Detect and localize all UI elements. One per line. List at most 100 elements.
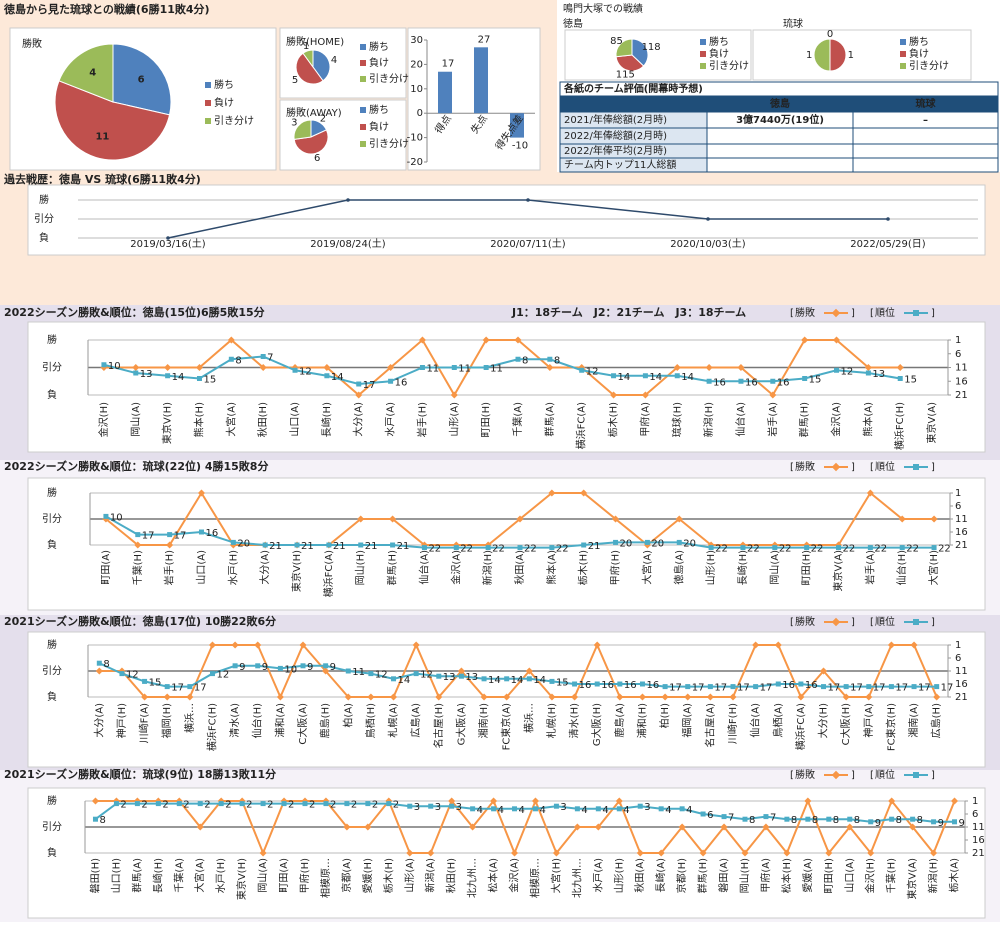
point — [593, 641, 601, 649]
data-label: 85 — [610, 36, 623, 47]
legend-bracket: ] — [931, 770, 935, 781]
x-tick-label: 横浜FC(A) — [575, 402, 588, 449]
heading: 徳島から見た琉球との戦績(6勝11敗4分) — [3, 2, 210, 16]
data-label: 1 — [303, 41, 309, 52]
data-label: 2 — [372, 800, 378, 811]
point — [133, 370, 139, 376]
data-label: 115 — [616, 70, 635, 81]
point — [684, 693, 692, 701]
point — [196, 376, 202, 381]
point — [389, 693, 398, 701]
x-tick-label: 大宮(H) — [549, 858, 562, 893]
point — [706, 378, 712, 384]
panel — [752, 29, 972, 81]
point — [679, 806, 685, 812]
point — [888, 684, 894, 690]
x-tick-label: 岩手(A) — [863, 550, 876, 585]
y-tick-label: 勝 — [47, 486, 57, 499]
pie-slice — [615, 54, 645, 72]
y-tick-label: 勝 — [39, 193, 49, 206]
data-label: 4 — [477, 805, 483, 816]
point — [950, 797, 959, 805]
series-line — [99, 642, 938, 700]
x-tick-label: 秋田(A) — [633, 858, 646, 893]
x-tick-label: 熊本(A) — [545, 550, 558, 585]
data-label: 7 — [770, 813, 776, 824]
data-label: 16 — [646, 680, 659, 691]
data-label: 4 — [686, 805, 692, 816]
legend-swatch — [360, 124, 366, 130]
legend-swatch — [360, 141, 366, 147]
point — [819, 667, 828, 675]
pie-slice — [58, 43, 114, 103]
x-tick-label: 群馬(A) — [130, 858, 143, 893]
data-label: 7 — [728, 813, 734, 824]
table-cell — [852, 157, 999, 173]
pie-slice — [615, 38, 633, 58]
point — [930, 849, 938, 857]
data-label: 3 — [291, 118, 297, 129]
legend-bracket: [ — [790, 308, 794, 319]
y2-tick-label: 11 — [955, 514, 968, 525]
x-tick-label: 水戸(H) — [227, 550, 239, 585]
y-tick-label: 負 — [39, 232, 49, 244]
x-tick-label: 甲府(H) — [298, 858, 311, 893]
x-tick-label: 鳥栖(A) — [771, 703, 784, 738]
x-tick-label: 大分(A) — [92, 703, 105, 738]
x-tick-label: 甲府(H) — [609, 550, 622, 585]
y2-tick-label: 16 — [972, 835, 985, 846]
data-label: 15 — [149, 677, 162, 688]
data-label: 16 — [395, 377, 408, 388]
point — [594, 681, 600, 687]
legend-bracket: ] — [851, 770, 855, 781]
point — [549, 545, 555, 551]
point — [804, 797, 812, 805]
data-label: 22 — [715, 544, 728, 555]
data-label: 21 — [365, 541, 378, 552]
point — [512, 806, 518, 812]
point — [637, 803, 643, 809]
x-tick-label: 秋田(A) — [513, 550, 526, 585]
x-tick-label: 千葉(A) — [511, 402, 524, 437]
x-tick-label: 栃木(H) — [382, 858, 395, 893]
point — [453, 545, 459, 551]
x-tick-label: 秋田(H) — [256, 402, 269, 437]
table-cell-text: 2022/年俸総額(2月時) — [564, 129, 667, 142]
x-tick-label: 北九州… — [571, 858, 583, 898]
legend-bracket: ] — [931, 617, 935, 628]
data-label: 20 — [237, 538, 250, 549]
data-label: 14 — [488, 675, 501, 686]
point — [783, 849, 791, 857]
x-tick-label: 山形(A) — [404, 858, 416, 893]
x-tick-label: 大分(A) — [352, 402, 365, 437]
data-label: 10 — [108, 361, 121, 372]
x-tick-label: 2020/10/03(土) — [670, 237, 746, 250]
legend-bracket: [ — [790, 617, 794, 628]
x-tick-label: 鹿島(A) — [613, 703, 626, 738]
pie-slice — [112, 43, 172, 116]
point — [708, 545, 714, 551]
data-label: 2 — [267, 800, 273, 811]
y2-tick-label: 11 — [972, 822, 985, 833]
point — [546, 363, 554, 372]
x-tick-label: 川崎F(A) — [138, 703, 151, 743]
point — [480, 693, 488, 701]
point — [197, 489, 206, 497]
x-tick-label: 福岡(H) — [160, 703, 173, 738]
y2-tick-label: 11 — [955, 363, 968, 374]
point — [326, 542, 332, 548]
x-tick-label: 岩手(H) — [415, 402, 428, 437]
point — [457, 667, 465, 675]
point — [898, 515, 906, 523]
data-label: 10 — [110, 512, 123, 523]
point — [427, 849, 435, 857]
point — [729, 693, 737, 701]
point — [821, 684, 827, 690]
point — [775, 681, 781, 687]
data-label: 13 — [872, 369, 885, 380]
y2-tick-label: 16 — [955, 527, 968, 538]
data-label: 6 — [138, 75, 145, 86]
table-cell — [706, 143, 854, 159]
x-tick-label: 水戸(A) — [385, 402, 397, 437]
legend-label: 勝ち — [369, 103, 389, 116]
